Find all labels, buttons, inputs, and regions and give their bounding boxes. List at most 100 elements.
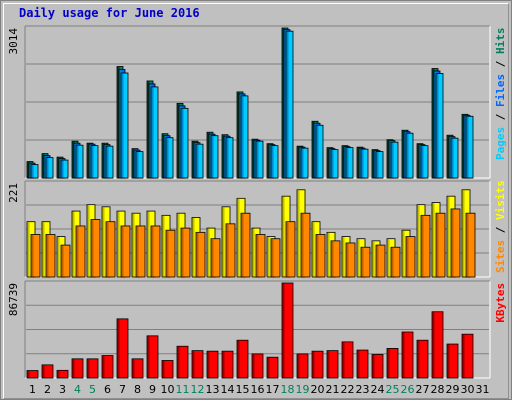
bar-pages-day-8 — [135, 151, 144, 179]
bar-shade-pages-day-29 — [451, 138, 454, 178]
day-label-14: 14 — [221, 383, 235, 396]
bar-shade-hits-day-30 — [462, 114, 465, 178]
day-axis: 1 2 3 4 5 6 7 8 9 10 11 12 13 14 15 16 17 18 19 20 21 22 23 24 2… — [29, 383, 490, 396]
bar-shade-visits-day-10 — [162, 215, 165, 277]
bar-shade-visits-day-7 — [117, 211, 120, 277]
legend-pages: Pages — [494, 127, 507, 160]
bar-pages-day-20 — [315, 124, 324, 179]
bar-shade-sites-day-19 — [301, 213, 304, 277]
day-label-23: 23 — [356, 383, 370, 396]
bar-shade-kbytes-day-17 — [267, 357, 270, 378]
bar-shade-kbytes-day-14 — [222, 351, 225, 378]
bar-shade-files-day-17 — [269, 145, 272, 178]
bar-shade-kbytes-day-8 — [132, 359, 135, 378]
bar-kbytes-day-17 — [266, 356, 279, 379]
bar-shade-pages-day-5 — [91, 146, 94, 178]
bar-pages-day-7 — [120, 72, 129, 179]
bar-shade-files-day-10 — [164, 136, 167, 178]
bar-shade-sites-day-5 — [91, 220, 94, 277]
legend-kbytes: KBytes — [494, 283, 507, 323]
bar-shade-pages-day-23 — [361, 149, 364, 178]
day-label-2: 2 — [44, 383, 51, 396]
bar-shade-files-day-5 — [89, 144, 92, 178]
bar-shade-files-day-7 — [119, 70, 122, 178]
panel-legend: KBytes — [494, 283, 507, 323]
bar-shade-hits-day-22 — [342, 146, 345, 178]
bar-kbytes-day-8 — [131, 358, 144, 379]
bar-sites-day-2 — [45, 234, 56, 278]
bar-shade-sites-day-15 — [241, 213, 244, 277]
bar-shade-files-day-27 — [419, 145, 422, 178]
bar-shade-visits-day-2 — [42, 222, 45, 277]
bar-sites-day-8 — [135, 225, 146, 278]
bar-sites-day-28 — [435, 212, 446, 278]
bar-shade-files-day-28 — [434, 71, 437, 178]
bar-shade-files-day-14 — [224, 136, 227, 178]
legend-separator: / — [494, 107, 507, 127]
bar-shade-sites-day-13 — [211, 239, 214, 277]
bar-shade-hits-day-24 — [372, 150, 375, 178]
bar-shade-sites-day-23 — [361, 247, 364, 277]
bar-sites-day-18 — [285, 221, 296, 278]
bar-shade-visits-day-11 — [177, 213, 180, 277]
bar-shade-kbytes-day-19 — [297, 354, 300, 378]
bar-sites-day-15 — [240, 212, 251, 278]
bar-shade-hits-day-16 — [252, 139, 255, 178]
bar-shade-sites-day-18 — [286, 222, 289, 277]
bar-shade-kbytes-day-26 — [402, 332, 405, 378]
bar-shade-kbytes-day-29 — [447, 344, 450, 378]
bar-shade-files-day-3 — [59, 159, 62, 178]
bar-shade-hits-day-2 — [42, 154, 45, 178]
bar-pages-day-1 — [30, 164, 39, 179]
bar-shade-sites-day-27 — [421, 215, 424, 277]
bar-shade-pages-day-13 — [211, 136, 214, 178]
bar-sites-day-9 — [150, 225, 161, 278]
day-label-6: 6 — [104, 383, 111, 396]
bar-shade-files-day-6 — [104, 145, 107, 178]
day-label-9: 9 — [149, 383, 156, 396]
panel-kbytes: 86739 KBytes — [7, 280, 507, 379]
bar-shade-visits-day-30 — [462, 190, 465, 277]
bar-shade-kbytes-day-28 — [432, 312, 435, 378]
bar-shade-pages-day-12 — [196, 144, 199, 178]
panel-legend: Pages / Files / Hits — [494, 28, 507, 161]
bar-shade-kbytes-day-24 — [372, 354, 375, 378]
bar-pages-day-13 — [210, 135, 219, 179]
bar-sites-day-17 — [270, 238, 281, 278]
legend-files: Files — [494, 74, 507, 107]
bar-pages-day-17 — [270, 145, 279, 179]
bar-kbytes-day-18 — [281, 282, 294, 379]
bar-shade-files-day-30 — [464, 115, 467, 178]
bar-shade-pages-day-8 — [136, 152, 139, 178]
bar-shade-hits-day-28 — [432, 69, 435, 178]
bar-shade-kbytes-day-4 — [72, 359, 75, 378]
bar-shade-visits-day-26 — [402, 230, 405, 277]
bar-shade-kbytes-day-22 — [342, 342, 345, 378]
bar-pages-day-11 — [180, 107, 189, 179]
day-label-29: 29 — [446, 383, 460, 396]
bar-shade-sites-day-6 — [106, 222, 109, 277]
bar-sites-day-1 — [30, 234, 41, 278]
bar-kbytes-day-3 — [56, 369, 69, 379]
bar-shade-visits-day-23 — [357, 239, 360, 277]
day-label-27: 27 — [416, 383, 430, 396]
bar-pages-day-19 — [300, 147, 309, 179]
bar-shade-files-day-20 — [314, 123, 317, 178]
bar-shade-visits-day-13 — [207, 228, 210, 277]
bar-shade-pages-day-25 — [391, 142, 394, 178]
bar-kbytes-day-1 — [26, 370, 39, 379]
bar-pages-day-10 — [165, 137, 174, 179]
bar-sites-day-5 — [90, 219, 101, 278]
day-label-4: 4 — [74, 383, 81, 396]
legend-hits: Hits — [494, 28, 507, 55]
bar-kbytes-day-27 — [416, 339, 429, 379]
bar-pages-day-18 — [285, 30, 294, 179]
bar-shade-kbytes-day-12 — [192, 351, 195, 378]
bar-shade-files-day-22 — [344, 147, 347, 178]
bar-sites-day-6 — [105, 221, 116, 278]
bar-shade-pages-day-27 — [421, 146, 424, 178]
bar-shade-sites-day-2 — [46, 234, 49, 277]
bar-shade-visits-day-6 — [102, 207, 105, 277]
bar-sites-day-22 — [345, 242, 356, 278]
panel-hits_files_pages: 3014 Pages / Files / Hits — [7, 25, 507, 179]
